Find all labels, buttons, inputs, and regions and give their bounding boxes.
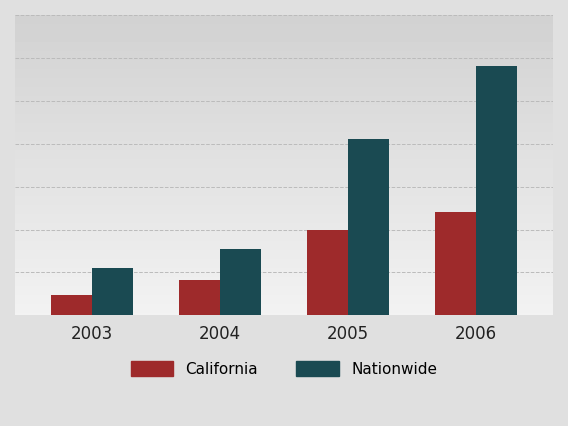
Bar bbox=[435, 213, 476, 315]
Bar bbox=[51, 295, 92, 315]
Bar bbox=[476, 66, 517, 315]
Bar bbox=[220, 249, 261, 315]
Bar bbox=[179, 280, 220, 315]
Bar bbox=[307, 230, 348, 315]
Bar bbox=[348, 139, 389, 315]
Bar bbox=[92, 268, 133, 315]
Legend: California, Nationwide: California, Nationwide bbox=[124, 354, 444, 383]
